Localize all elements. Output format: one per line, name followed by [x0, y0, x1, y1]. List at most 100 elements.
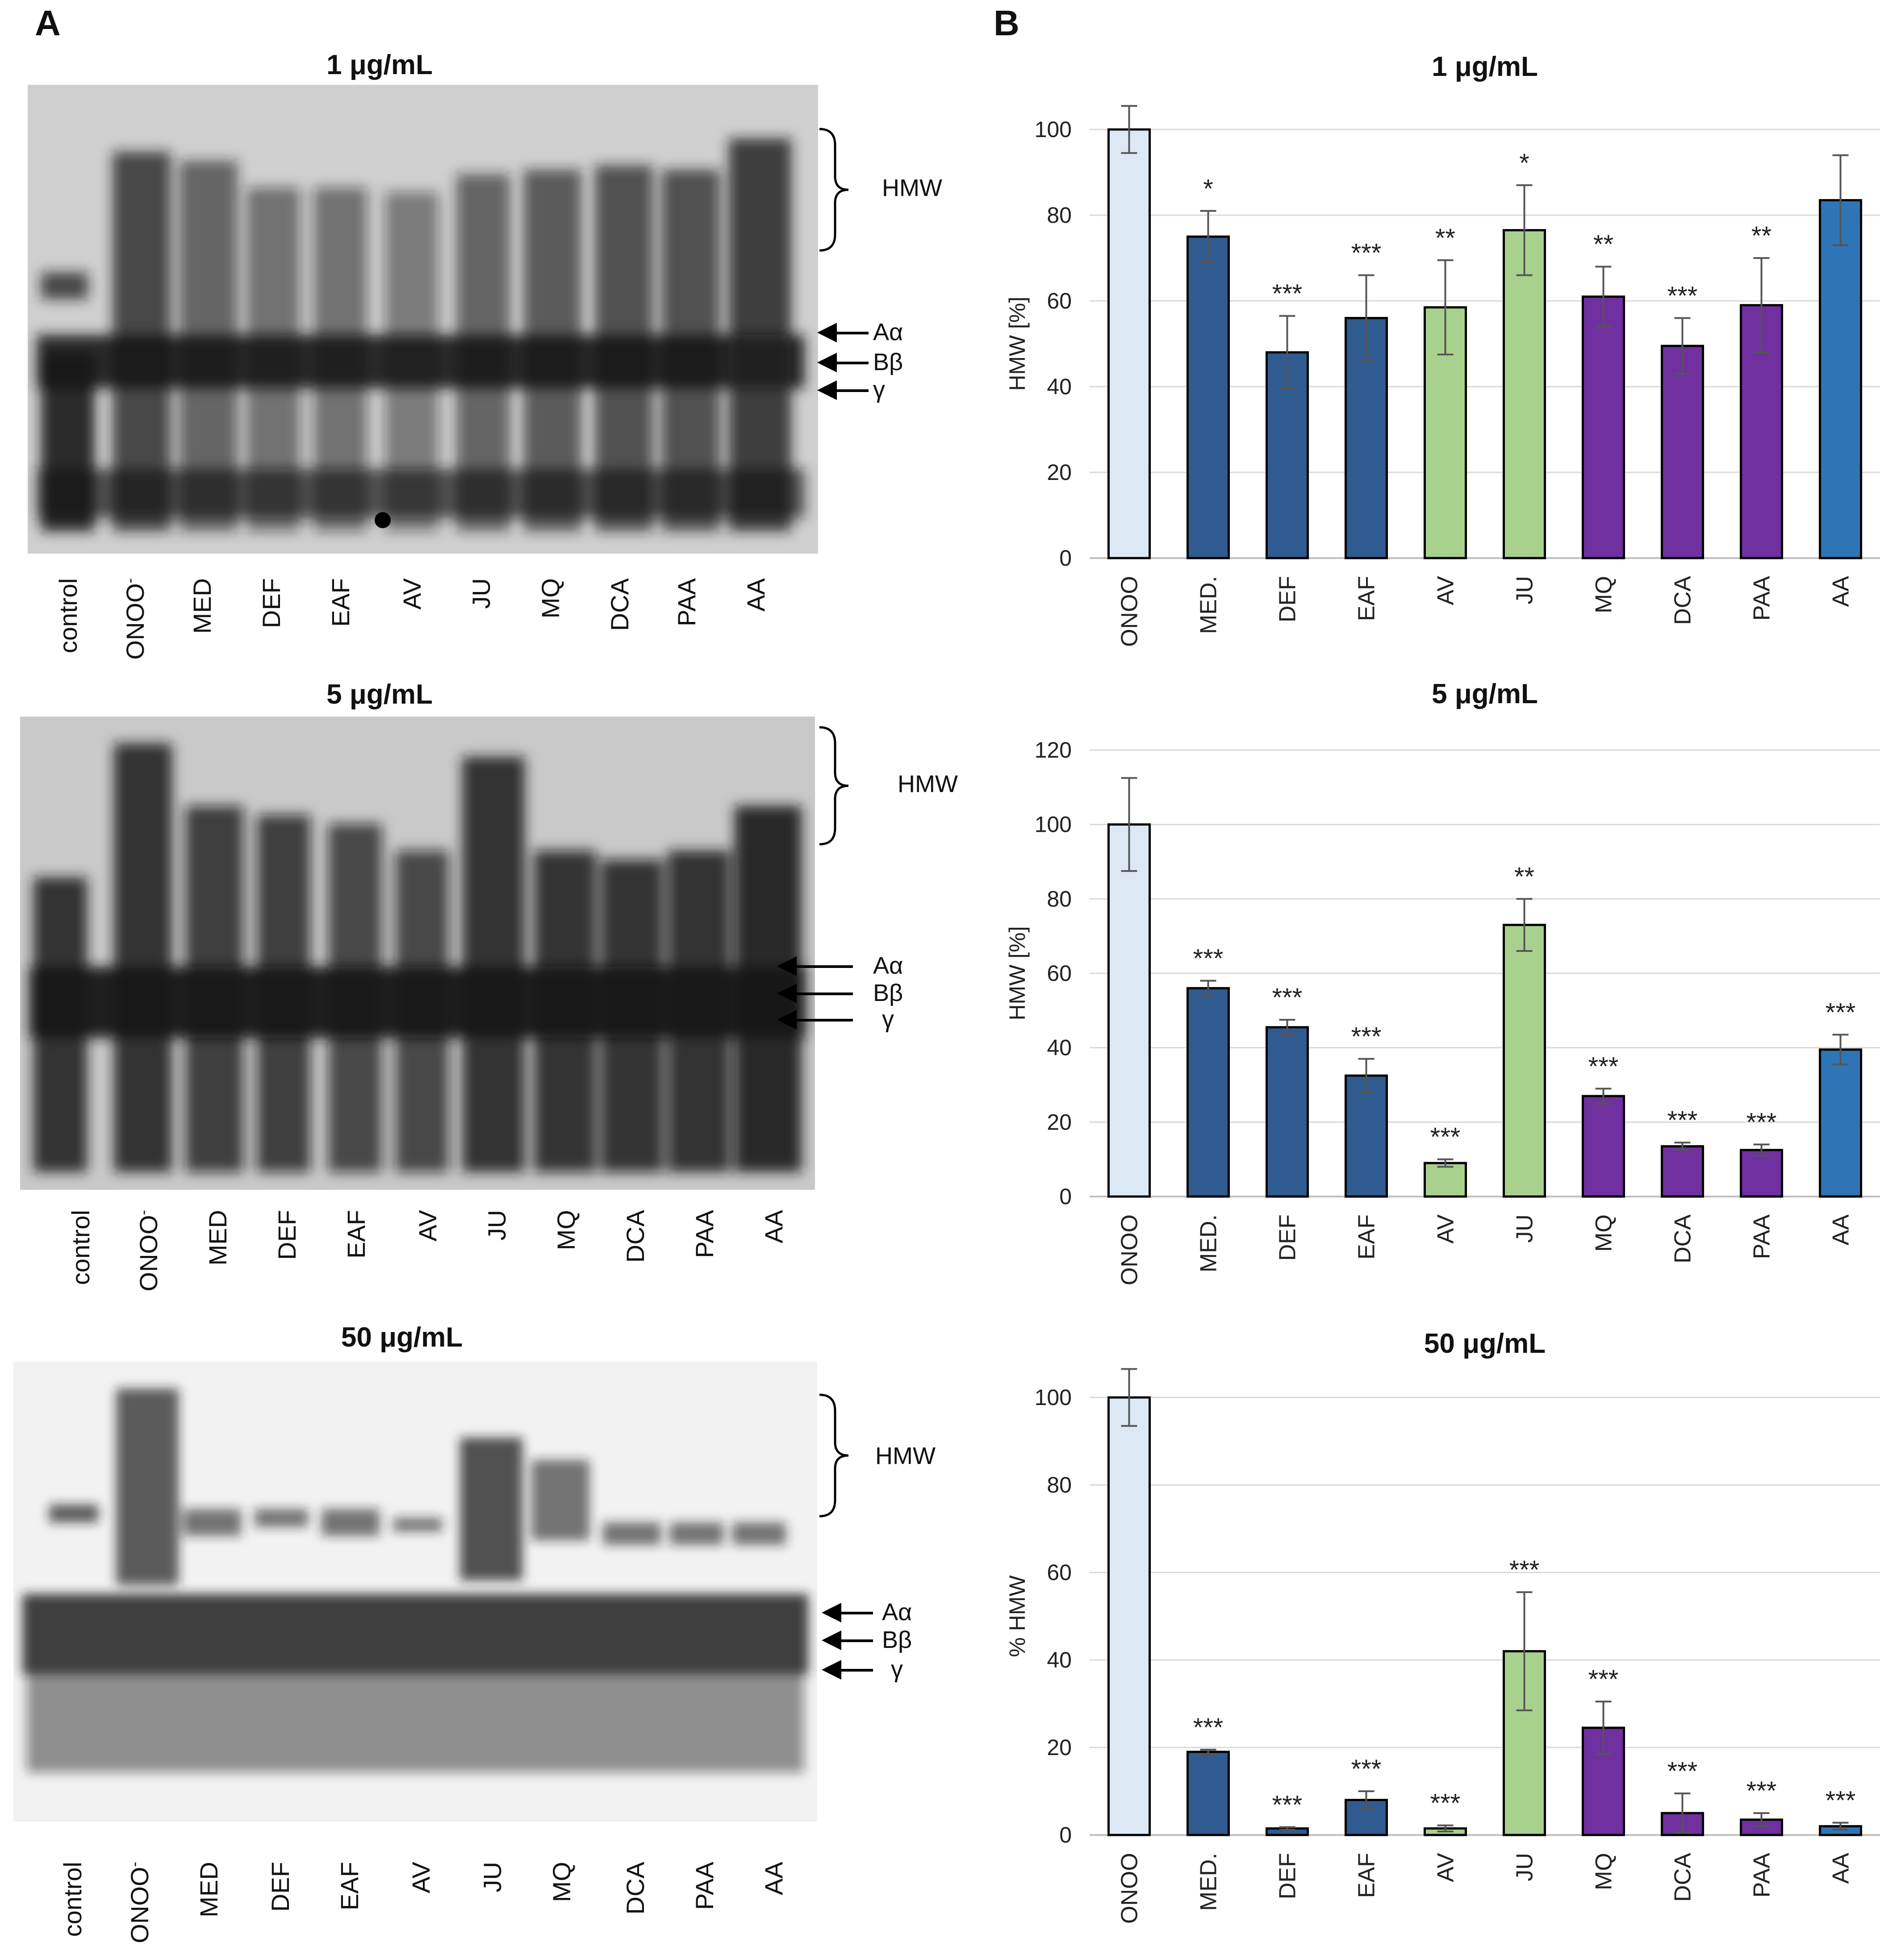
band-label: Bβ	[873, 349, 903, 375]
significance-label: ***	[1826, 1786, 1856, 1815]
lane-label: DEF	[257, 578, 285, 628]
significance-label: ***	[1351, 1022, 1382, 1051]
blot-image	[28, 85, 818, 554]
x-tick-label: DEF	[1275, 1214, 1301, 1261]
x-tick-label: JU	[1512, 1214, 1538, 1243]
y-tick-label: 100	[1035, 1385, 1072, 1410]
significance-label: ***	[1667, 1106, 1698, 1135]
lane-label: EAF	[342, 1210, 370, 1259]
chart-title: 1 μg/mL	[1432, 51, 1538, 82]
lane-label: PAA	[690, 1210, 719, 1258]
lane-label: DEF	[273, 1210, 301, 1260]
x-tick-label: AA	[1828, 576, 1854, 607]
band-label: Aα	[882, 1599, 912, 1626]
arrow-icon	[777, 956, 797, 976]
lane-label: control	[67, 1210, 95, 1285]
lane-label: AA	[742, 578, 770, 612]
x-tick-label: MQ	[1591, 1853, 1617, 1890]
x-tick-label: PAA	[1749, 576, 1775, 621]
arrow-icon	[822, 1631, 841, 1650]
significance-label: ***	[1667, 281, 1698, 310]
bar	[1107, 1396, 1151, 1836]
lane-label: AV	[407, 1862, 435, 1893]
x-tick-label: PAA	[1749, 1214, 1775, 1259]
arrow-line	[835, 332, 869, 334]
y-tick-label: 80	[1047, 1472, 1072, 1497]
y-tick-label: 0	[1059, 1184, 1072, 1209]
bar	[1502, 924, 1546, 1198]
significance-label: ***	[1351, 238, 1382, 267]
x-tick-label: DEF	[1275, 576, 1301, 622]
arrow-icon	[817, 380, 837, 400]
x-tick-label: AV	[1433, 1853, 1459, 1882]
significance-label: ***	[1746, 1108, 1777, 1137]
arrow-line	[840, 1669, 873, 1672]
x-tick-label: DCA	[1670, 1853, 1696, 1902]
band-label: γ	[873, 376, 885, 403]
x-tick-label: ONOO	[1117, 576, 1143, 647]
x-tick-label: MQ	[1591, 1214, 1617, 1252]
lane-label: DEF	[266, 1862, 294, 1912]
lane-label: EAF	[335, 1862, 363, 1910]
significance-label: *	[1203, 174, 1213, 203]
significance-label: ***	[1272, 279, 1303, 309]
x-tick-label: MED.	[1196, 1853, 1222, 1911]
y-tick-label: 40	[1047, 374, 1072, 399]
arrow-icon	[777, 984, 797, 1003]
band-label: Bβ	[882, 1626, 912, 1653]
hmw-label: HMW	[898, 771, 958, 797]
y-tick-label: 20	[1047, 460, 1072, 485]
lane-label: DCA	[621, 1862, 649, 1915]
significance-label: ***	[1351, 1755, 1382, 1784]
band-label: γ	[882, 1006, 894, 1033]
panel-b-label: B	[994, 3, 1019, 43]
x-tick-label: MED.	[1196, 576, 1222, 634]
bar	[1818, 1048, 1863, 1198]
significance-label: **	[1435, 224, 1455, 253]
lane-label: MED	[188, 578, 216, 634]
bar	[1265, 1026, 1309, 1198]
blot-image	[13, 1362, 817, 1822]
lane-label: PAA	[690, 1862, 719, 1910]
arrow-line	[835, 389, 869, 392]
y-tick-label: 100	[1035, 117, 1072, 142]
bar	[1107, 823, 1151, 1198]
x-tick-label: AV	[1433, 576, 1459, 605]
hmw-bracket	[819, 128, 849, 252]
blot-title: 50 μg/mL	[341, 1322, 463, 1353]
lane-label: JU	[483, 1210, 511, 1241]
arrow-line	[795, 1019, 853, 1022]
significance-label: ***	[1588, 1052, 1619, 1081]
y-tick-label: 40	[1047, 1035, 1072, 1060]
lane-label: AV	[414, 1210, 442, 1242]
band-label: Bβ	[873, 980, 903, 1006]
significance-label: ***	[1667, 1757, 1698, 1786]
significance-label: ***	[1588, 1665, 1619, 1694]
arrow-line	[795, 965, 853, 968]
x-tick-label: ONOO	[1117, 1214, 1143, 1285]
lane-label: PAA	[673, 578, 701, 626]
bar	[1186, 1751, 1230, 1836]
significance-label: ***	[1746, 1777, 1777, 1806]
bar	[1502, 229, 1546, 559]
y-tick-label: 120	[1035, 738, 1072, 763]
band-label: Aα	[873, 952, 903, 979]
lane-label: AV	[398, 578, 426, 610]
bar	[1739, 1149, 1784, 1198]
lane-label: control	[58, 1862, 87, 1937]
lane-label: ONOO-	[121, 578, 149, 660]
lane-label: EAF	[326, 578, 355, 627]
y-tick-label: 60	[1047, 1560, 1072, 1585]
lane-label: MQ	[536, 578, 564, 619]
arrow-line	[840, 1639, 873, 1642]
significance-label: **	[1751, 221, 1771, 250]
arrow-icon	[777, 1010, 797, 1030]
arrow-line	[795, 993, 853, 995]
significance-label: ***	[1826, 998, 1856, 1027]
lane-label: AA	[760, 1862, 788, 1895]
bar	[1581, 295, 1625, 559]
y-tick-label: 60	[1047, 961, 1072, 986]
lane-label: control	[54, 578, 82, 654]
lane-label: MQ	[552, 1210, 580, 1251]
